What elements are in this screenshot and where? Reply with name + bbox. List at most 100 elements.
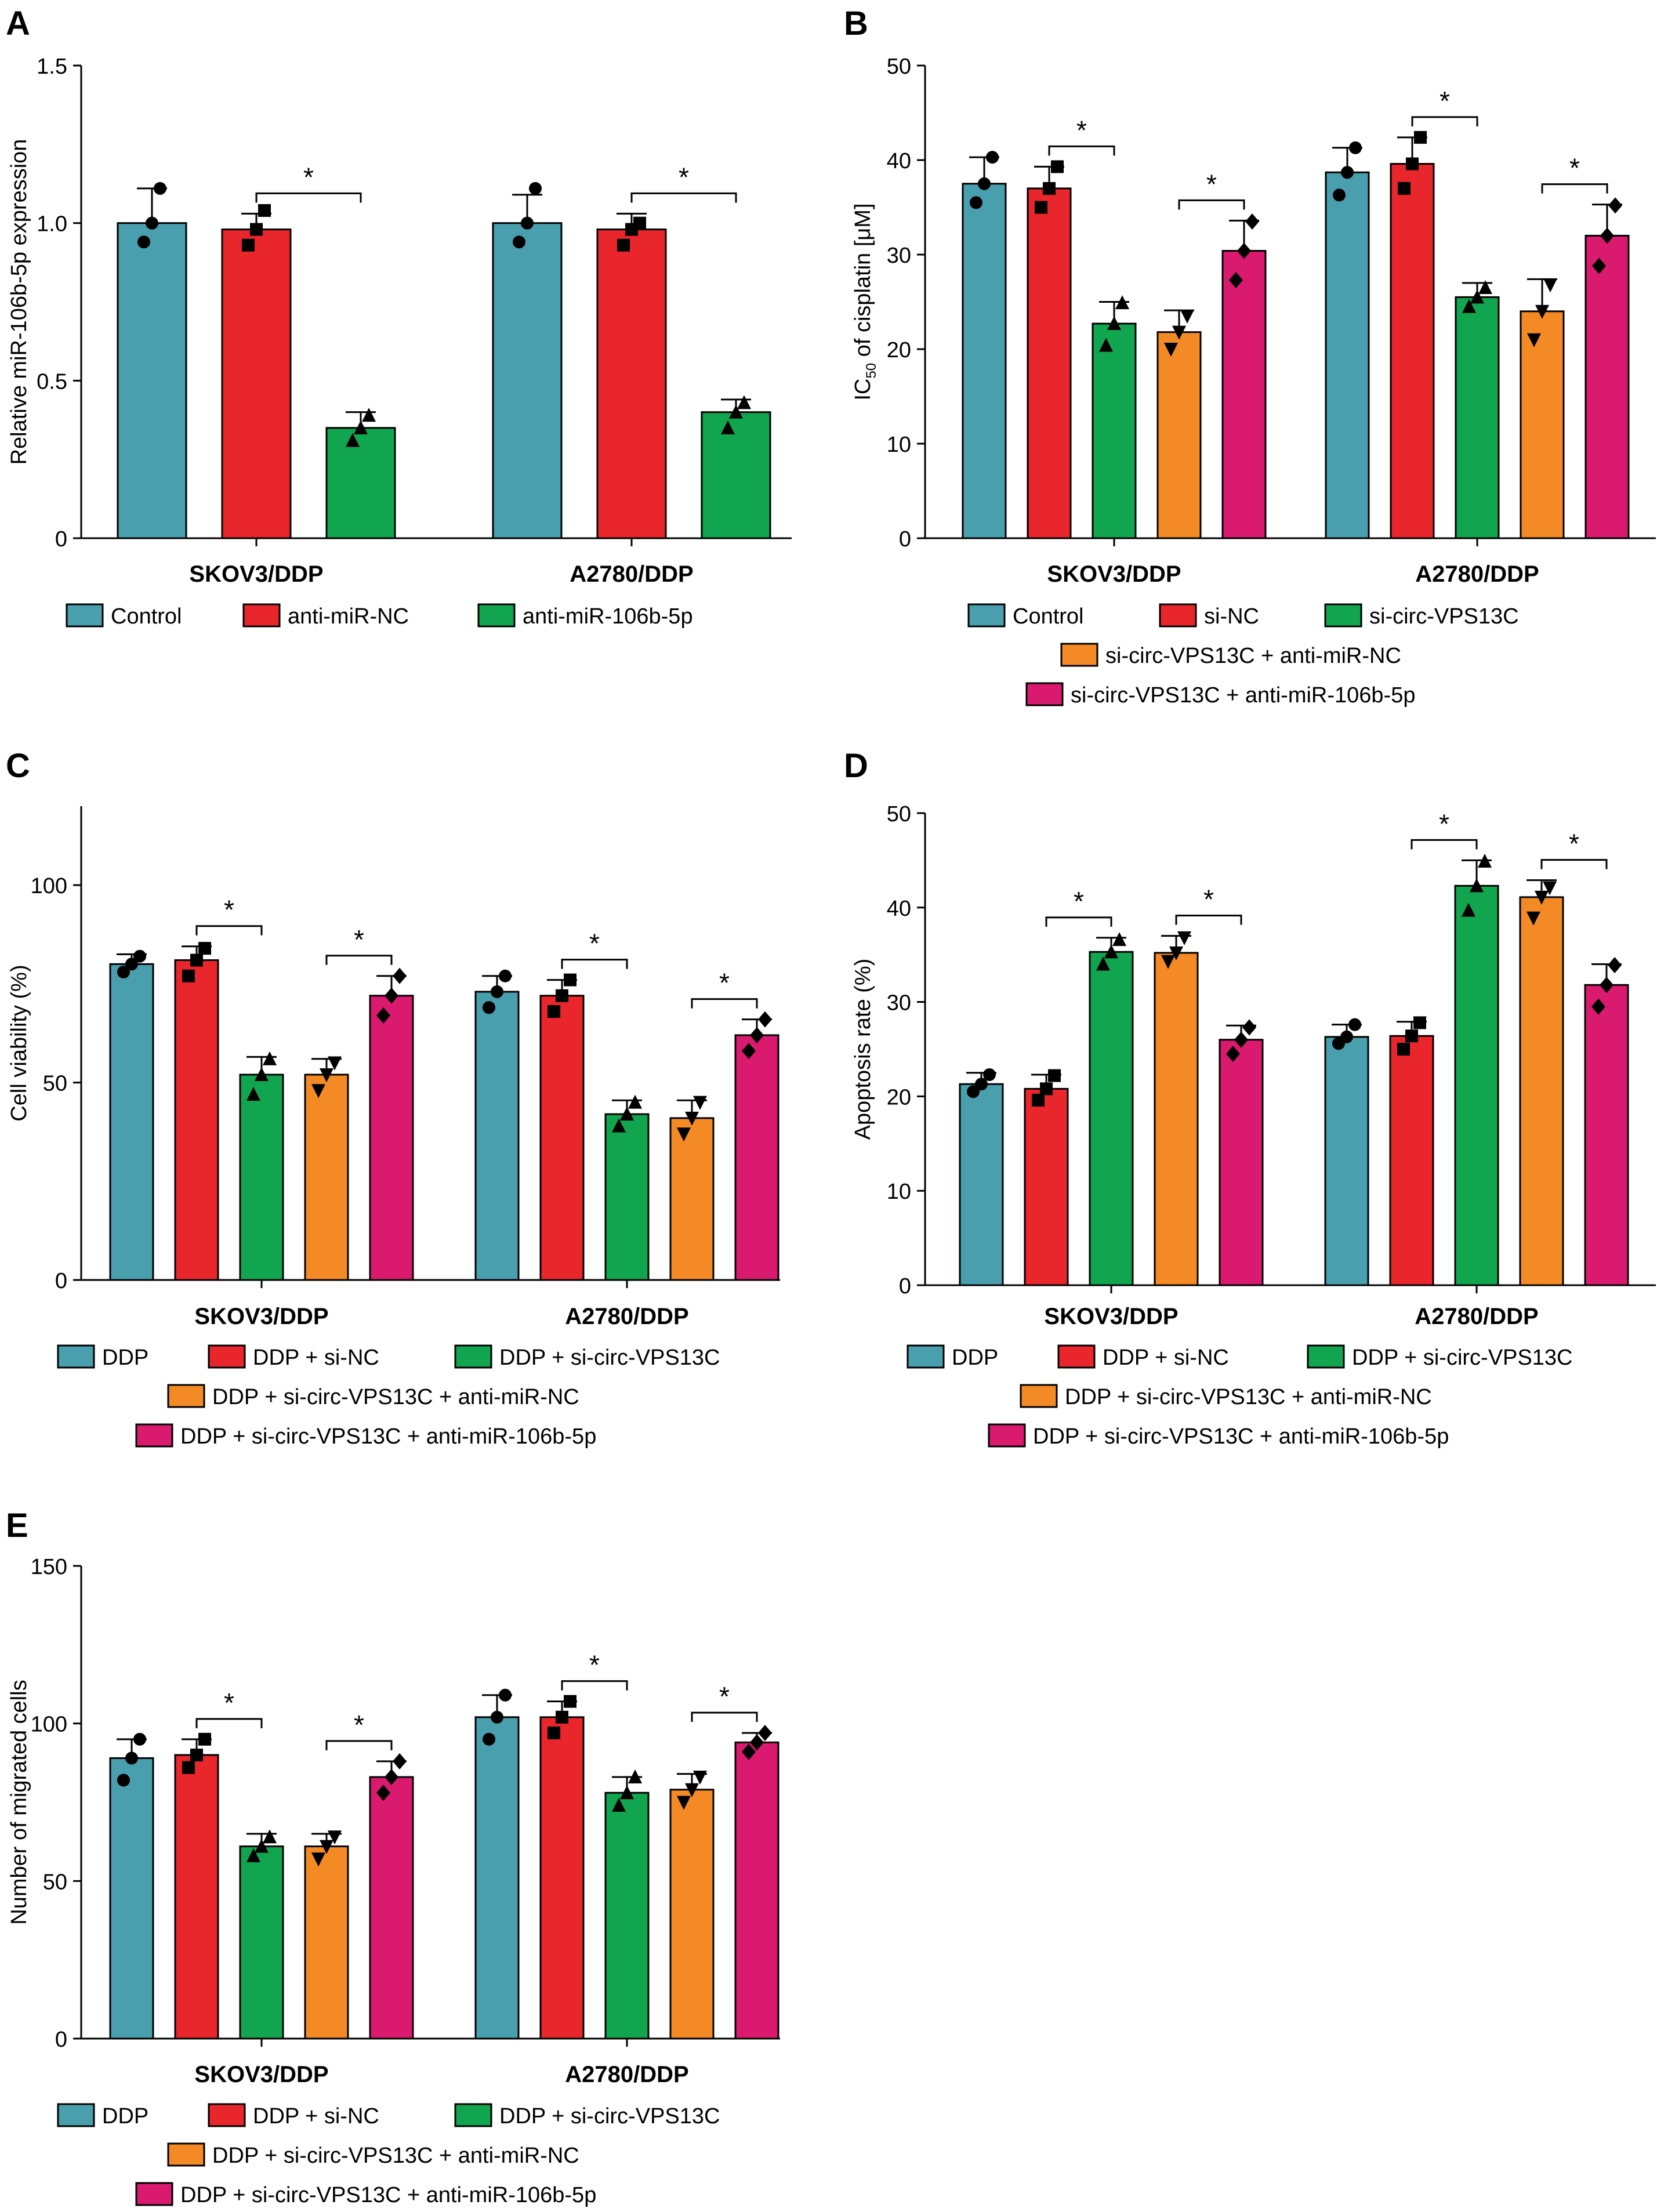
panel-label: B (844, 5, 868, 42)
data-point (633, 216, 646, 230)
significance-bracket (1411, 839, 1478, 850)
data-point (685, 1111, 699, 1126)
legend-swatch (1060, 643, 1098, 667)
data-point (758, 1011, 772, 1028)
significance-bracket (1540, 859, 1608, 869)
data-point (1333, 188, 1346, 202)
y-tick-label: 0 (55, 1269, 67, 1293)
data-point (677, 1796, 691, 1810)
data-point (117, 965, 130, 978)
bar (1584, 984, 1629, 1286)
y-tick-label: 20 (887, 1085, 911, 1109)
y-tick-label: 0 (55, 2028, 67, 2052)
significance-bracket (1045, 916, 1112, 927)
legend-label: DDP + si-NC (1103, 1346, 1229, 1370)
data-point (548, 1726, 560, 1739)
data-point (1406, 157, 1419, 171)
y-tick-label: 30 (887, 991, 911, 1016)
data-point (1245, 213, 1259, 230)
data-point (1413, 1016, 1426, 1029)
bar (304, 1845, 349, 2040)
data-point (742, 1743, 756, 1760)
group-label: A2780/DDP (1415, 1304, 1538, 1329)
data-point (693, 1771, 707, 1785)
data-point (1527, 911, 1540, 926)
data-point (133, 949, 146, 963)
legend-swatch (967, 603, 1006, 628)
data-point (1237, 242, 1251, 259)
significance-bracket (1048, 145, 1115, 156)
data-point (190, 1749, 203, 1761)
legend-label: DDP (102, 1346, 148, 1370)
bar (1024, 1087, 1069, 1286)
data-point (198, 1732, 211, 1746)
significance-star: * (589, 929, 600, 959)
panel-d: D 0 10 20 30 40 50 Apoptosis rate (%) SKOV3/DDP A… (844, 747, 1656, 1449)
bar (1585, 234, 1630, 539)
legend-label: Control (1013, 604, 1084, 629)
data-point (693, 1096, 707, 1110)
legend-swatch (135, 1423, 173, 1448)
data-point (1169, 946, 1183, 960)
bar (1221, 249, 1267, 539)
data-point (1226, 1046, 1240, 1063)
bar (1519, 896, 1564, 1286)
data-point (1470, 878, 1484, 893)
y-tick-label: 40 (887, 897, 911, 921)
bar (174, 959, 219, 1281)
data-point (1229, 272, 1243, 289)
data-point (1180, 309, 1194, 324)
data-point (737, 395, 751, 409)
significance-star: * (1569, 829, 1579, 859)
data-point (556, 1710, 568, 1724)
bar (1520, 310, 1565, 539)
data-point (1535, 304, 1549, 319)
data-point (311, 1084, 325, 1098)
data-point (620, 1107, 634, 1121)
legend-label: anti-miR-106b-5p (523, 604, 693, 629)
significance-star: * (1206, 169, 1217, 199)
group-label: SKOV3/DDP (194, 1304, 328, 1329)
significance-bracket (1411, 116, 1478, 126)
data-point (190, 953, 203, 967)
data-point (521, 216, 534, 230)
significance-star: * (719, 968, 730, 998)
data-point (263, 1051, 277, 1065)
data-point (1608, 197, 1622, 214)
data-point (1177, 931, 1191, 945)
data-point (385, 1769, 398, 1786)
data-point (970, 196, 982, 209)
data-point (1470, 289, 1484, 304)
data-point (677, 1127, 691, 1142)
y-tick-label: 50 (43, 1072, 67, 1096)
data-point (1600, 977, 1614, 993)
bar (239, 1845, 284, 2040)
significance-star: * (1439, 808, 1449, 839)
y-tick-label: 100 (31, 874, 67, 898)
legend-swatch (167, 1384, 205, 1408)
data-point (983, 1068, 996, 1081)
panel-label: E (6, 1507, 28, 1544)
data-point (1040, 1082, 1053, 1096)
bar (325, 427, 396, 539)
bar (239, 1074, 284, 1281)
data-point (1043, 182, 1056, 195)
legend-label: DDP + si-NC (253, 1346, 379, 1370)
bar (117, 222, 187, 539)
legend-swatch (208, 1344, 246, 1369)
data-point (1096, 956, 1110, 971)
y-axis-label: Number of migrated cells (7, 1680, 31, 1924)
legend-label: DDP + si-circ-VPS13C (499, 2104, 720, 2128)
data-point (617, 238, 630, 252)
data-point (362, 408, 376, 422)
significance-bracket (561, 959, 628, 969)
y-tick-label: 10 (887, 1180, 911, 1204)
data-point (328, 1830, 342, 1845)
legend-swatch (477, 603, 516, 628)
significance-star: * (1076, 115, 1087, 145)
data-point (182, 1761, 195, 1774)
legend-swatch (1324, 603, 1362, 628)
y-tick-label: 10 (887, 433, 911, 457)
data-point (1527, 333, 1541, 347)
data-point (242, 238, 255, 252)
